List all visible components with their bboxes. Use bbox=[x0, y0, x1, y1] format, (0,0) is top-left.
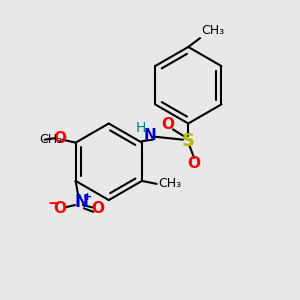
Text: CH₃: CH₃ bbox=[202, 24, 225, 37]
Text: CH₃: CH₃ bbox=[39, 133, 62, 146]
Text: O: O bbox=[53, 201, 66, 216]
Text: O: O bbox=[161, 118, 174, 133]
Text: O: O bbox=[53, 131, 66, 146]
Text: −: − bbox=[47, 196, 60, 211]
Text: CH₃: CH₃ bbox=[158, 177, 181, 190]
Text: +: + bbox=[83, 191, 93, 202]
Text: N: N bbox=[75, 193, 88, 211]
Text: S: S bbox=[182, 132, 195, 150]
Text: O: O bbox=[91, 201, 104, 216]
Text: H: H bbox=[136, 121, 146, 135]
Text: O: O bbox=[188, 156, 201, 171]
Text: N: N bbox=[144, 128, 156, 143]
